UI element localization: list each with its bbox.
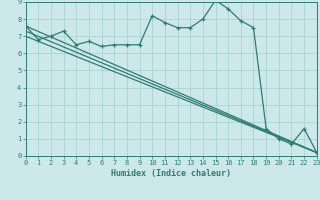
X-axis label: Humidex (Indice chaleur): Humidex (Indice chaleur) <box>111 169 231 178</box>
